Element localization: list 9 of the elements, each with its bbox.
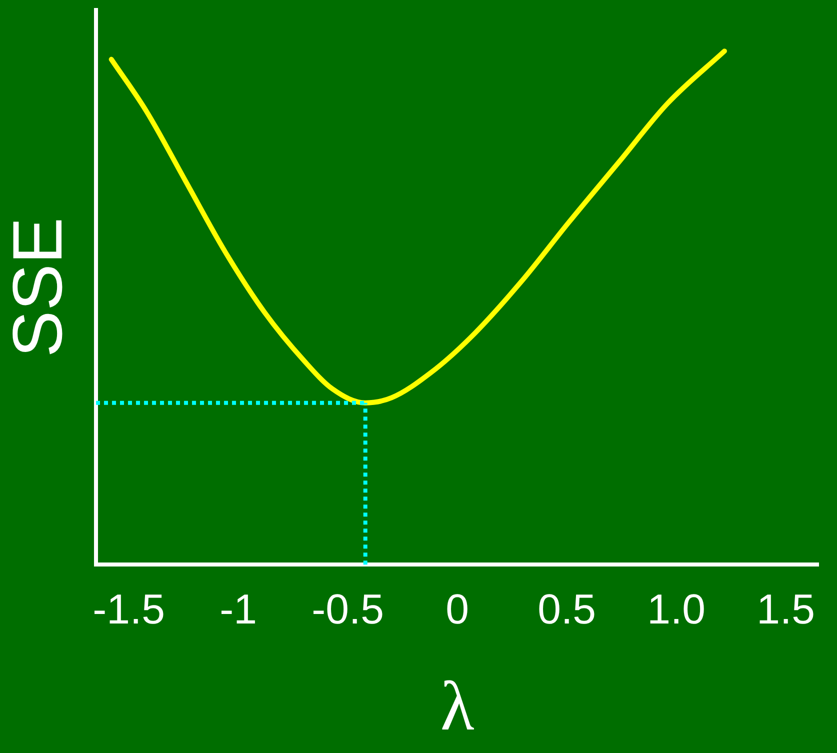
x-tick-label: 1.5 — [756, 585, 815, 632]
x-tick-label: 0.5 — [538, 585, 596, 632]
x-tick-label: 0 — [446, 585, 470, 632]
y-axis-title: SSE — [0, 217, 76, 358]
x-tick-label: -1 — [220, 585, 258, 632]
x-tick-label: -0.5 — [312, 585, 384, 632]
x-tick-label: -1.5 — [92, 585, 166, 632]
x-tick-label: 1.0 — [647, 585, 706, 632]
x-axis-title: λ — [440, 668, 474, 746]
